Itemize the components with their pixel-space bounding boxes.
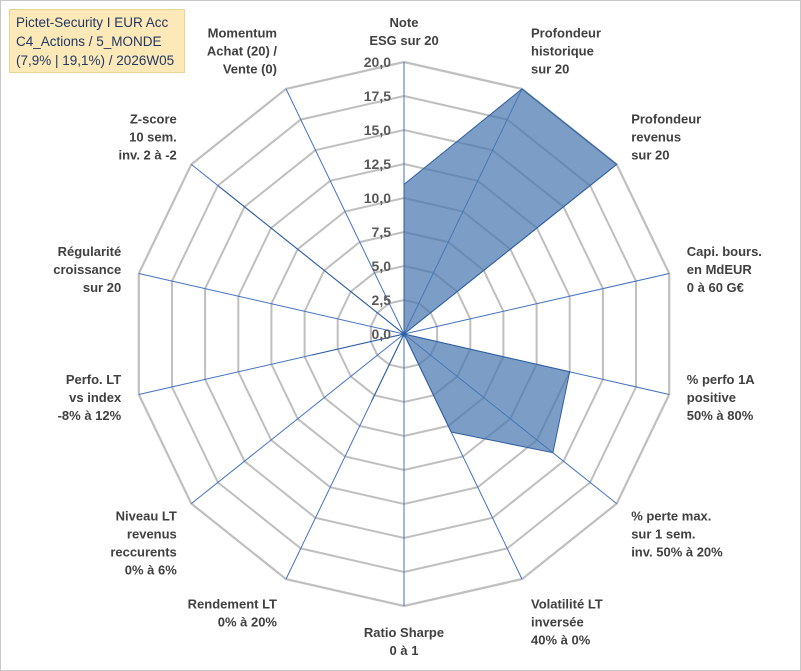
axis-label-profondeur: Profondeur revenus sur 20 (631, 111, 701, 162)
axis-label-line: Achat (20) / (207, 44, 277, 59)
tick-label-layer: 0,0 2,5 5,0 7,5 10,0 12,5 15,0 17,5 20,0 (364, 54, 391, 342)
axis-label-line: 0 à 60 G€ (687, 280, 744, 295)
axis-label-line: sur 20 (531, 62, 569, 77)
axis-label-line: inv. 50% à 20% (631, 545, 723, 560)
axis-label-line: inversée (531, 615, 584, 630)
title-line-fund: Pictet-Security I EUR Acc (16, 15, 169, 30)
tick-label: 2,5 (372, 292, 392, 308)
spoke-10 (190, 333, 405, 504)
axis-label-line: Vente (0) (223, 62, 277, 77)
axis-label-capi-bours: Capi. bours. en MdEUR 0 à 60 G€ (687, 244, 762, 295)
spoke-14 (285, 88, 405, 335)
axis-label-perte-max: % perte max. sur 1 sem. inv. 50% à 20% (631, 509, 723, 560)
axis-label-line: Volatilité LT (531, 597, 603, 612)
axis-label-line: Z-score (130, 111, 177, 126)
axis-label-line: sur 20 (83, 280, 121, 295)
axis-label-momentum: Momentum Achat (20) / Vente (0) (207, 26, 277, 77)
tick-label: 17,5 (364, 88, 391, 104)
axis-label-line: % perfo 1A (687, 372, 756, 387)
axis-label-line: Niveau LT (116, 509, 177, 524)
axis-label-z-score: Z-score 10 sem. inv. 2 à -2 (119, 111, 177, 162)
axis-label-line: 0% à 6% (125, 563, 177, 578)
axis-label-line: Capi. bours. (687, 244, 762, 259)
axis-label-perfo-1a: % perfo 1A positive 50% à 80% (687, 372, 756, 423)
axis-label-volatilite-lt: Volatilité LT inversée 40% à 0% (531, 597, 603, 648)
tick-label: 10,0 (364, 190, 391, 206)
axis-label-regularite: Régularité croissance sur 20 (53, 244, 121, 295)
axis-label-line: 40% à 0% (531, 633, 591, 648)
axis-label-rendement-lt: Rendement LT 0% à 20% (188, 597, 278, 630)
axis-label-perfo-lt: Perfo. LT vs index -8% à 12% (58, 372, 122, 423)
axis-label-line: Momentum (208, 26, 277, 41)
axis-label-line: revenus (631, 129, 681, 144)
axis-label-layer: Note ESG sur 20 Profondeur historique sur 20… (53, 15, 762, 658)
axis-label-line: 50% à 80% (687, 408, 754, 423)
axis-label-niveau-lt: Niveau LT revenus reccurents 0% à 6% (110, 509, 177, 578)
axis-label-line: -8% à 12% (58, 408, 122, 423)
chart-title-box: Pictet-Security I EUR Acc C4_Actions / 5… (9, 9, 185, 73)
axis-label-line: Profondeur (531, 26, 601, 41)
axis-label-line: croissance (53, 262, 121, 277)
axis-label-line: 10 sem. (129, 129, 177, 144)
axis-label-line: sur 20 (631, 147, 669, 162)
title-line-stats: (7,9% | 19,1%) / 2026W05 (16, 53, 175, 68)
axis-label-line: inv. 2 à -2 (119, 147, 177, 162)
tick-label: 0,0 (372, 326, 392, 342)
tick-label: 15,0 (364, 122, 391, 138)
axis-label-line: % perte max. (631, 509, 711, 524)
tick-label: 7,5 (372, 224, 392, 240)
axis-label-line: Perfo. LT (66, 372, 121, 387)
axis-label-line: Ratio Sharpe (364, 625, 444, 640)
series-layer (217, 88, 618, 454)
axis-label-line: vs index (69, 390, 122, 405)
axis-label-ratio-sharpe: Ratio Sharpe 0 à 1 (364, 625, 444, 658)
axis-label-line: historique (531, 44, 594, 59)
axis-label-profondeur: Profondeur historique sur 20 (531, 26, 601, 77)
axis-label-line: revenus (127, 527, 177, 542)
tick-label: 12,5 (364, 156, 391, 172)
axis-label-line: Note (390, 15, 419, 30)
axis-label-line: Régularité (58, 244, 122, 259)
axis-label-line: ESG sur 20 (369, 33, 438, 48)
axis-label-note: Note ESG sur 20 (369, 15, 438, 48)
axis-label-line: Profondeur (631, 111, 701, 126)
tick-label: 20,0 (364, 54, 391, 70)
axis-label-line: reccurents (110, 545, 176, 560)
axis-label-line: positive (687, 390, 736, 405)
axis-label-line: Rendement LT (188, 597, 277, 612)
title-line-category: C4_Actions / 5_MONDE (16, 34, 162, 49)
spoke-12 (138, 273, 405, 335)
axis-label-line: 0 à 1 (390, 643, 419, 658)
tick-label: 5,0 (372, 258, 392, 274)
series-area (217, 88, 618, 454)
axis-label-line: sur 1 sem. (631, 527, 695, 542)
axis-label-line: en MdEUR (687, 262, 753, 277)
axis-label-line: 0% à 20% (218, 615, 278, 630)
spoke-4 (403, 273, 670, 335)
